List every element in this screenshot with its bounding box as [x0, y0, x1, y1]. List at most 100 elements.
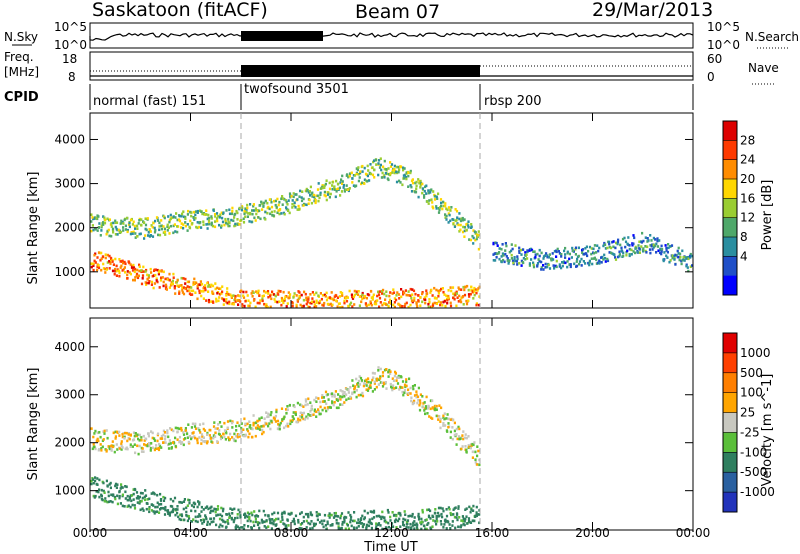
velocity-cell: [123, 435, 126, 439]
power-cell: [279, 290, 282, 293]
power-cell: [326, 193, 330, 196]
velocity-cell: [100, 449, 103, 452]
velocity-cell: [270, 527, 273, 530]
power-cell: [277, 203, 280, 207]
power-cell: [510, 253, 513, 257]
power-cell: [273, 298, 276, 301]
power-cell: [536, 252, 539, 256]
velocity-cell: [191, 436, 194, 439]
power-cell: [428, 199, 431, 202]
velocity-cell: [422, 524, 426, 528]
power-cell: [129, 218, 133, 222]
velocity-cell: [334, 511, 337, 515]
velocity-cell: [212, 434, 215, 437]
velocity-cell: [194, 422, 197, 426]
power-cell: [286, 302, 289, 305]
power-cell: [261, 297, 264, 301]
velocity-cell: [218, 421, 222, 424]
power-cell: [574, 253, 577, 256]
power-cell: [590, 247, 593, 250]
power-cell: [347, 175, 350, 179]
velocity-cell: [216, 440, 219, 443]
power-cell: [447, 294, 450, 298]
power-cell: [660, 250, 663, 253]
velocity-cell: [391, 377, 394, 380]
power-cell: [669, 259, 672, 262]
velocity-cell: [375, 385, 378, 389]
velocity-colorbar-swatch: [723, 392, 737, 414]
power-cell: [680, 259, 683, 263]
velocity-cell: [248, 517, 251, 521]
velocity-cell: [106, 500, 109, 504]
velocity-cell: [132, 488, 135, 491]
power-cell: [316, 188, 320, 191]
power-cell: [445, 214, 448, 218]
velocity-cell: [297, 417, 300, 421]
velocity-cell: [242, 527, 246, 531]
power-cell: [333, 188, 336, 191]
velocity-cell: [182, 433, 186, 436]
velocity-cell: [469, 521, 473, 524]
velocity-cell: [344, 527, 347, 531]
power-cell: [519, 248, 522, 252]
velocity-cell: [167, 512, 170, 515]
velocity-cell: [375, 525, 378, 528]
velocity-cell: [268, 517, 271, 521]
velocity-cell: [306, 416, 309, 420]
power-cell: [130, 231, 133, 234]
velocity-cell: [212, 436, 215, 440]
velocity-cell: [261, 432, 264, 436]
power-cell: [470, 223, 473, 226]
power-cell: [405, 301, 408, 305]
velocity-cell: [300, 511, 303, 514]
velocity-cell: [228, 438, 231, 441]
velocity-cell: [429, 399, 432, 403]
velocity-cell: [334, 390, 337, 393]
power-cell: [348, 187, 351, 190]
power-cell: [424, 301, 427, 305]
velocity-cell: [421, 510, 424, 514]
power-cell: [351, 295, 354, 299]
power-cell: [465, 228, 468, 232]
power-cell: [437, 294, 440, 298]
power-cell: [323, 193, 326, 197]
power-cell: [297, 297, 300, 301]
power-cell: [311, 195, 314, 198]
power-cell: [439, 301, 442, 304]
velocity-cell: [375, 514, 378, 518]
velocity-cell: [167, 435, 170, 439]
power-cell: [357, 173, 360, 176]
velocity-cell: [184, 437, 187, 440]
velocity-cell: [252, 520, 255, 524]
velocity-cell: [210, 505, 213, 509]
velocity-cell: [198, 503, 201, 506]
power-cell: [124, 262, 127, 266]
velocity-cell: [180, 514, 184, 518]
velocity-cell: [353, 526, 356, 530]
velocity-cell: [372, 509, 376, 513]
velocity-cell: [326, 520, 329, 524]
power-cell: [683, 259, 686, 262]
power-cell: [361, 164, 364, 168]
power-cell: [259, 217, 262, 221]
velocity-cell: [349, 520, 352, 524]
velocity-cell: [132, 498, 135, 501]
power-cell: [413, 296, 416, 300]
velocity-cell: [440, 512, 443, 516]
power-cell: [331, 297, 334, 301]
power-cell: [247, 304, 250, 308]
velocity-cell: [307, 521, 310, 525]
power-cell: [691, 264, 694, 267]
velocity-cell: [397, 376, 401, 379]
velocity-cell: [198, 423, 202, 426]
power-cell: [228, 302, 231, 306]
power-cell: [463, 229, 466, 233]
power-cell: [150, 280, 154, 284]
beam-title: Beam 07: [355, 1, 440, 23]
power-cell: [254, 209, 257, 212]
power-cell: [569, 265, 572, 269]
power-cell: [427, 189, 430, 192]
velocity-cell: [214, 435, 217, 438]
velocity-cell: [429, 526, 432, 530]
velocity-cell: [339, 395, 342, 398]
